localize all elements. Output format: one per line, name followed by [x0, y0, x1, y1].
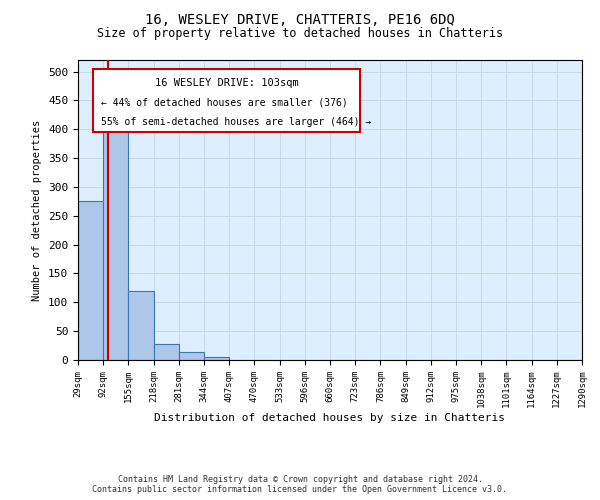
Text: 55% of semi-detached houses are larger (464) →: 55% of semi-detached houses are larger (…	[101, 117, 371, 127]
FancyBboxPatch shape	[93, 69, 360, 132]
Bar	[179, 352, 204, 360]
Text: 16, WESLEY DRIVE, CHATTERIS, PE16 6DQ: 16, WESLEY DRIVE, CHATTERIS, PE16 6DQ	[145, 12, 455, 26]
Text: ← 44% of detached houses are smaller (376): ← 44% of detached houses are smaller (37…	[101, 98, 347, 108]
Bar	[128, 291, 154, 360]
Bar	[204, 357, 229, 360]
Bar	[103, 124, 128, 360]
Text: Size of property relative to detached houses in Chatteris: Size of property relative to detached ho…	[97, 28, 503, 40]
Bar	[154, 344, 179, 360]
X-axis label: Distribution of detached houses by size in Chatteris: Distribution of detached houses by size …	[155, 413, 505, 423]
Text: 16 WESLEY DRIVE: 103sqm: 16 WESLEY DRIVE: 103sqm	[155, 78, 299, 88]
Bar	[78, 202, 103, 360]
Text: Contains HM Land Registry data © Crown copyright and database right 2024.
Contai: Contains HM Land Registry data © Crown c…	[92, 474, 508, 494]
Y-axis label: Number of detached properties: Number of detached properties	[32, 120, 43, 300]
